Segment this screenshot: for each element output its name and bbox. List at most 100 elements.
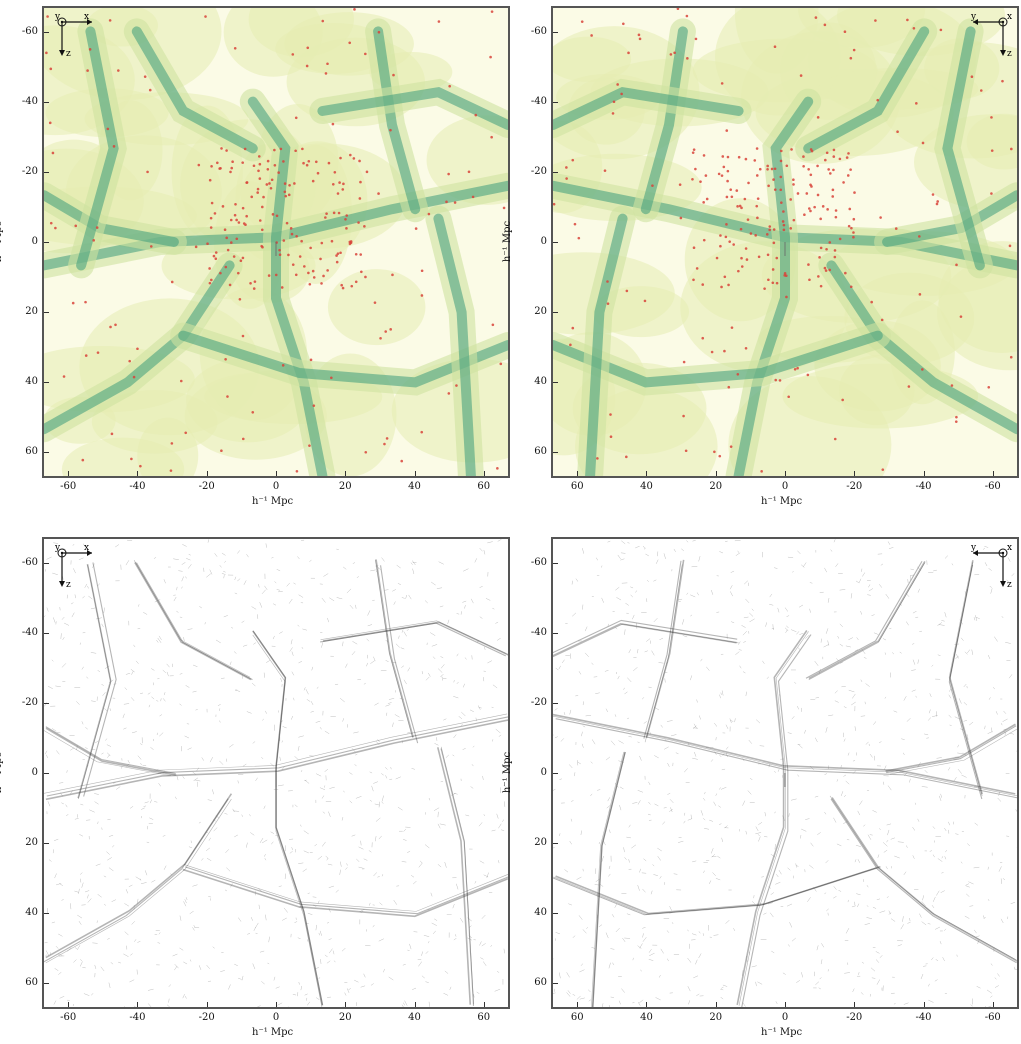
x-tick — [276, 1002, 277, 1007]
y-tick-label: 40 — [534, 375, 547, 387]
y-tick-label: -40 — [21, 627, 38, 639]
filament — [553, 87, 744, 130]
x-tick-label: -20 — [846, 1012, 863, 1023]
x-tick — [646, 471, 648, 476]
x-tick-label: -40 — [915, 1012, 932, 1023]
x-tick-label: 0 — [272, 481, 280, 492]
axis-v-label: z — [1007, 49, 1012, 59]
axis-h-label: x — [84, 543, 89, 553]
filament — [553, 715, 1017, 797]
x-tick — [854, 1002, 856, 1007]
x-axis-title: h⁻¹ Mpc — [761, 1027, 803, 1038]
y-tick-label: -60 — [21, 26, 38, 38]
x-tick — [577, 471, 579, 476]
filament — [320, 620, 507, 654]
filament — [317, 87, 508, 130]
x-axis-title: h⁻¹ Mpc — [252, 496, 294, 507]
axis-indicator: y x z — [967, 12, 1013, 62]
y-tick — [44, 703, 49, 705]
y-tick — [553, 842, 558, 844]
density-field — [44, 539, 508, 1007]
plot-area-bottom-right: y x z — [551, 537, 1019, 1009]
x-tick-label: 40 — [408, 481, 421, 492]
x-tick — [68, 1002, 70, 1007]
x-tick-label: -60 — [984, 481, 1001, 492]
y-tick — [44, 563, 49, 565]
axis-out-label: y — [970, 543, 977, 553]
y-tick-label: 20 — [534, 836, 547, 848]
y-tick — [44, 633, 49, 635]
x-tick-label: -40 — [915, 481, 932, 492]
x-tick — [923, 1002, 925, 1007]
x-tick — [483, 1002, 485, 1007]
x-tick — [854, 471, 856, 476]
y-axis-title: h⁻¹ Mpc — [502, 220, 514, 263]
x-tick — [992, 471, 994, 476]
y-tick-label: 20 — [25, 305, 38, 317]
plot-area-top-left: y x z — [42, 6, 510, 478]
density-field — [553, 539, 1017, 1007]
x-tick-label: 0 — [781, 481, 789, 492]
y-tick — [553, 633, 558, 635]
y-tick — [553, 102, 558, 104]
x-tick-label: -60 — [60, 1012, 77, 1023]
filament — [640, 26, 688, 215]
x-tick — [206, 1002, 208, 1007]
axis-arrows: y x z — [970, 12, 1012, 59]
axis-h-label: x — [84, 12, 89, 22]
y-tick — [44, 842, 49, 844]
y-tick-label: 20 — [25, 836, 38, 848]
filament — [553, 623, 739, 658]
y-tick-label: -20 — [21, 697, 38, 709]
x-tick-label: -20 — [198, 481, 215, 492]
x-tick-label: 20 — [709, 1012, 723, 1023]
filament — [373, 26, 421, 215]
x-axis-title: h⁻¹ Mpc — [761, 496, 803, 507]
filament — [433, 213, 476, 476]
filament — [440, 746, 474, 1005]
x-tick-label: 20 — [709, 481, 723, 492]
y-tick — [44, 773, 49, 774]
axis-h-label: x — [1007, 543, 1012, 553]
x-tick-label: 40 — [640, 1012, 653, 1023]
y-tick-label: 0 — [31, 767, 38, 778]
x-tick — [345, 1002, 347, 1007]
x-tick — [785, 1002, 786, 1007]
x-tick-label: -40 — [129, 481, 146, 492]
filament — [591, 751, 625, 1007]
y-tick — [553, 703, 558, 705]
y-tick — [44, 32, 49, 34]
axis-v-label: z — [66, 580, 71, 590]
filament — [826, 260, 1017, 435]
y-tick-label: -60 — [530, 557, 547, 569]
plot-area-bottom-left: y x z — [42, 537, 510, 1009]
filament — [252, 634, 323, 1007]
x-tick-label: 40 — [408, 1012, 421, 1023]
y-tick-label: 40 — [534, 906, 547, 918]
y-tick — [553, 172, 558, 174]
y-tick-label: -20 — [530, 166, 547, 178]
filament — [76, 26, 119, 271]
x-tick-label: 0 — [272, 1012, 280, 1023]
x-tick — [785, 471, 786, 476]
axis-out-label: y — [54, 543, 61, 553]
y-axis-title: h⁻¹ Mpc — [502, 751, 514, 794]
axis-indicator: y x z — [52, 12, 98, 62]
y-tick — [553, 773, 558, 774]
axis-v-label: z — [1007, 580, 1012, 590]
x-tick — [345, 471, 347, 476]
y-tick — [553, 381, 558, 383]
y-tick-label: -60 — [21, 557, 38, 569]
y-tick-label: 60 — [534, 976, 547, 988]
x-tick-label: -40 — [129, 1012, 146, 1023]
filament — [553, 867, 879, 915]
y-tick — [44, 242, 49, 243]
y-axis-title: h⁻¹ Mpc — [0, 220, 5, 263]
x-tick-label: 40 — [640, 481, 653, 492]
y-tick-label: -40 — [530, 627, 547, 639]
y-tick-label: -20 — [530, 697, 547, 709]
x-axis-title: h⁻¹ Mpc — [252, 1027, 294, 1038]
y-tick — [44, 102, 49, 104]
y-tick-label: 0 — [31, 236, 38, 247]
filament — [942, 26, 985, 271]
